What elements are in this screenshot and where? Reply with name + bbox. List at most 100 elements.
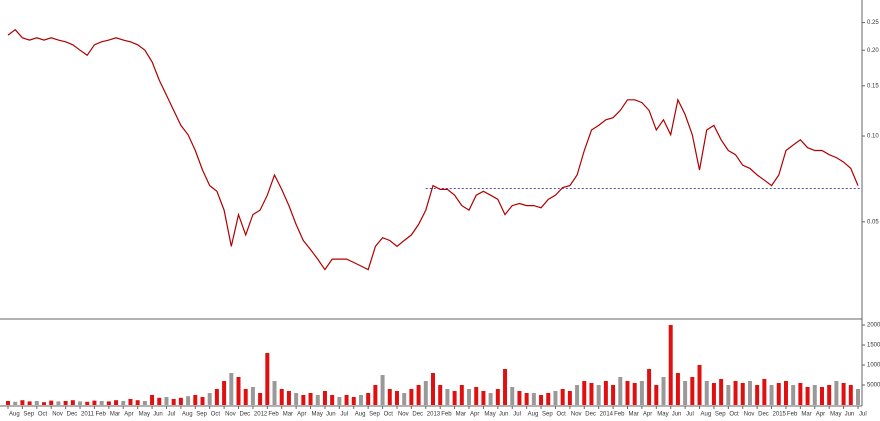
x-tick-label: May [139, 412, 150, 418]
volume-bar [56, 401, 61, 405]
volume-bar [150, 395, 155, 405]
x-tick-label: Oct [384, 412, 394, 418]
volume-bar [229, 373, 234, 405]
volume-bar [344, 395, 349, 405]
volume-bar [272, 381, 277, 405]
x-tick-label: May [484, 412, 495, 418]
volume-bar [178, 397, 183, 405]
x-tick-label: Dec [412, 412, 423, 418]
volume-bar [856, 389, 860, 405]
volume-bar [726, 385, 731, 405]
volume-bar [445, 389, 450, 405]
volume-bar [783, 381, 788, 405]
y-tick-label: 5000 [867, 383, 880, 389]
volume-bar [99, 401, 104, 405]
volume-bar [85, 401, 90, 405]
volume-bar [769, 385, 774, 405]
x-tick-label: Oct [729, 412, 739, 418]
x-tick-label: Dec [585, 412, 596, 418]
volume-bar [416, 385, 421, 405]
volume-bar [135, 400, 140, 405]
x-tick-label: Jun [499, 412, 509, 418]
volume-bar [34, 401, 39, 405]
volume-bar [611, 385, 616, 405]
x-tick-label: Jun [153, 412, 163, 418]
volume-bar [214, 389, 219, 405]
volume-bar [142, 401, 147, 405]
x-tick-label: Dec [240, 412, 251, 418]
volume-bar [596, 385, 601, 405]
volume-bar [582, 381, 587, 405]
volume-bar [488, 393, 493, 405]
volume-bar [474, 387, 479, 405]
volume-bar [567, 391, 572, 405]
volume-bar [668, 325, 673, 405]
volume-bar [805, 387, 810, 405]
x-tick-label: Oct [211, 412, 221, 418]
x-tick-label: Dec [758, 412, 769, 418]
y-tick-label: 0.10 [867, 134, 879, 140]
volume-bar [603, 381, 608, 405]
volume-bar [791, 385, 796, 405]
x-tick-label: Aug [528, 412, 539, 418]
volume-bar [236, 377, 241, 405]
volume-bar [690, 377, 695, 405]
volume-bar [575, 385, 580, 405]
volume-bar [265, 353, 270, 405]
volume-bar [373, 385, 378, 405]
volume-bar [49, 400, 54, 405]
volume-bar [654, 385, 659, 405]
x-tick-label: Sep [542, 412, 553, 418]
volume-bar [243, 389, 248, 405]
volume-bar [207, 393, 212, 405]
x-tick-label: Jul [340, 412, 348, 418]
volume-bar [106, 401, 111, 405]
volume-bar [452, 391, 457, 405]
volume-bar [481, 391, 486, 405]
volume-bar [409, 389, 414, 405]
volume-bar [510, 387, 515, 405]
volume-bar [841, 383, 846, 405]
volume-bar [121, 401, 126, 405]
x-tick-label: Mar [801, 412, 811, 418]
volume-bar [683, 381, 688, 405]
volume-bar [200, 397, 205, 405]
volume-bar [337, 397, 342, 405]
volume-bar [798, 383, 803, 405]
volume-bar [711, 383, 716, 405]
volume-bar [423, 381, 428, 405]
volume-bar [819, 387, 824, 405]
volume-bar [164, 397, 169, 405]
volume-bar [250, 387, 255, 405]
volume-bar [6, 401, 10, 405]
x-tick-label: 2015 [773, 412, 787, 418]
y-tick-label: 0.20 [867, 48, 879, 54]
x-tick-label: Feb [614, 412, 625, 418]
volume-bar [647, 369, 652, 405]
volume-bar [351, 397, 356, 405]
x-tick-label: 2013 [427, 412, 441, 418]
volume-bar [114, 400, 119, 405]
x-tick-label: May [312, 412, 323, 418]
x-tick-label: Apr [470, 412, 479, 418]
volume-bar [747, 381, 752, 405]
volume-bar [546, 393, 551, 405]
x-tick-label: Mar [456, 412, 466, 418]
volume-bar [193, 395, 198, 405]
x-tick-label: Apr [297, 412, 306, 418]
volume-bar [27, 401, 32, 405]
volume-bar [719, 379, 724, 405]
volume-bar [762, 379, 767, 405]
volume-bar [387, 389, 392, 405]
volume-bar [675, 373, 680, 405]
volume-bar [632, 383, 637, 405]
volume-bar [394, 391, 399, 405]
volume-bar [171, 399, 176, 405]
x-tick-label: Feb [95, 412, 106, 418]
volume-bar [13, 401, 18, 405]
volume-bar [258, 393, 263, 405]
x-tick-label: May [830, 412, 841, 418]
x-tick-label: Sep [196, 412, 207, 418]
